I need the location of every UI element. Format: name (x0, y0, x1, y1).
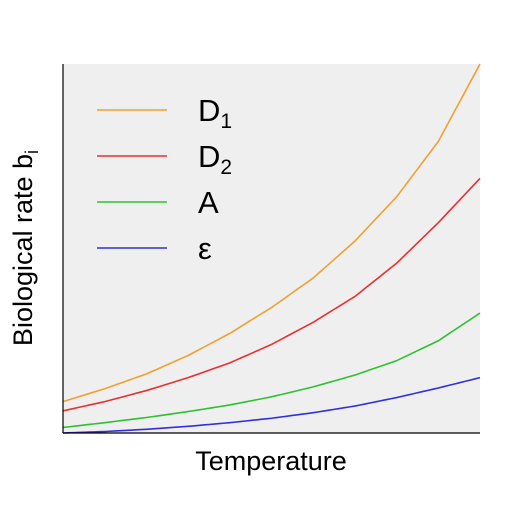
legend-label-3: A (198, 185, 219, 220)
series-line-3 (62, 312, 481, 429)
legend-label-subscript-2: 2 (220, 156, 232, 179)
legend-label-4: ε (198, 231, 212, 266)
legend-label-1: D1 (198, 93, 232, 133)
y-axis-label-main: Biological rate b (8, 154, 38, 346)
legend-label-main-2: D (198, 139, 220, 174)
legend-label-subscript-1: 1 (220, 110, 232, 133)
legend-label-main-1: D (198, 93, 220, 128)
y-axis-label-subscript: i (22, 150, 42, 154)
series-line-1 (62, 63, 481, 403)
x-axis-label: Temperature (195, 446, 347, 476)
series-layer (62, 63, 481, 434)
legend-label-2: D2 (198, 139, 232, 179)
series-line-2 (62, 177, 481, 412)
y-axis-label: Biological rate bi (8, 150, 42, 346)
legend-label-main-3: A (198, 185, 219, 220)
series-line-4 (62, 376, 481, 434)
legend-label-main-4: ε (198, 231, 212, 266)
